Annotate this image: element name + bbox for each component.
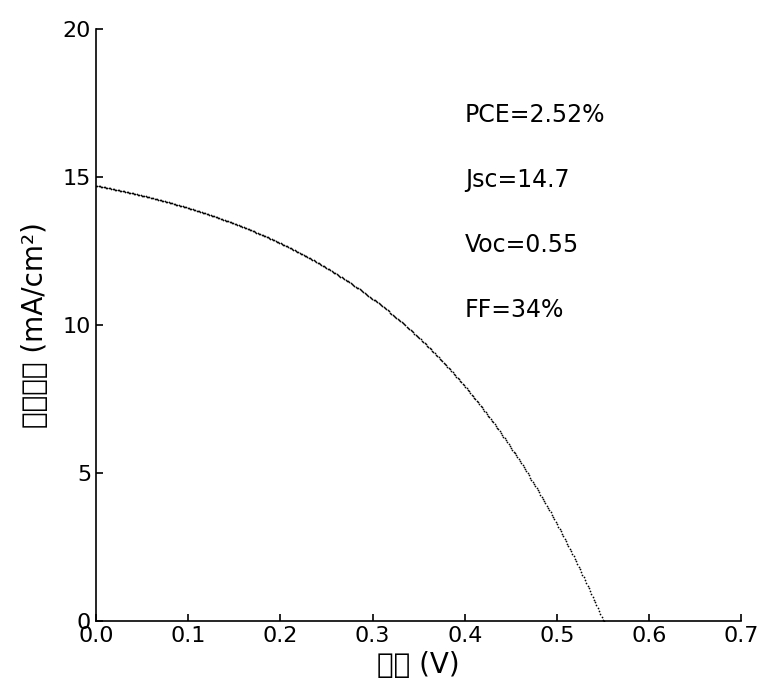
Text: PCE=2.52%: PCE=2.52%	[465, 103, 605, 127]
Y-axis label: 电流密度 (mA/cm²): 电流密度 (mA/cm²)	[21, 222, 49, 428]
Text: FF=34%: FF=34%	[465, 298, 564, 322]
Text: Voc=0.55: Voc=0.55	[465, 233, 579, 257]
Text: Jsc=14.7: Jsc=14.7	[465, 168, 569, 192]
X-axis label: 电压 (V): 电压 (V)	[378, 651, 460, 679]
